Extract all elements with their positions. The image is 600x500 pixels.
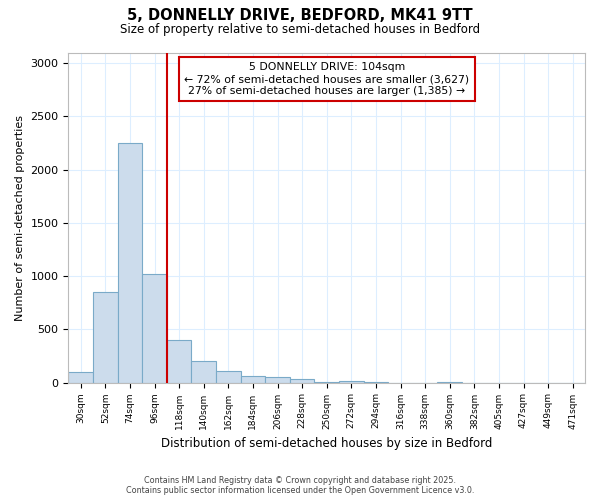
Bar: [142, 274, 167, 382]
X-axis label: Distribution of semi-detached houses by size in Bedford: Distribution of semi-detached houses by …: [161, 437, 493, 450]
Text: 5, DONNELLY DRIVE, BEDFORD, MK41 9TT: 5, DONNELLY DRIVE, BEDFORD, MK41 9TT: [127, 8, 473, 22]
Bar: [93, 292, 118, 382]
Bar: [241, 376, 265, 382]
Bar: [216, 372, 241, 382]
Bar: [68, 372, 93, 382]
Bar: [265, 376, 290, 382]
Bar: [118, 143, 142, 382]
Bar: [191, 362, 216, 382]
Text: Contains HM Land Registry data © Crown copyright and database right 2025.
Contai: Contains HM Land Registry data © Crown c…: [126, 476, 474, 495]
Bar: [290, 379, 314, 382]
Text: 5 DONNELLY DRIVE: 104sqm
← 72% of semi-detached houses are smaller (3,627)
27% o: 5 DONNELLY DRIVE: 104sqm ← 72% of semi-d…: [184, 62, 469, 96]
Bar: [339, 381, 364, 382]
Text: Size of property relative to semi-detached houses in Bedford: Size of property relative to semi-detach…: [120, 22, 480, 36]
Bar: [167, 340, 191, 382]
Y-axis label: Number of semi-detached properties: Number of semi-detached properties: [15, 114, 25, 320]
